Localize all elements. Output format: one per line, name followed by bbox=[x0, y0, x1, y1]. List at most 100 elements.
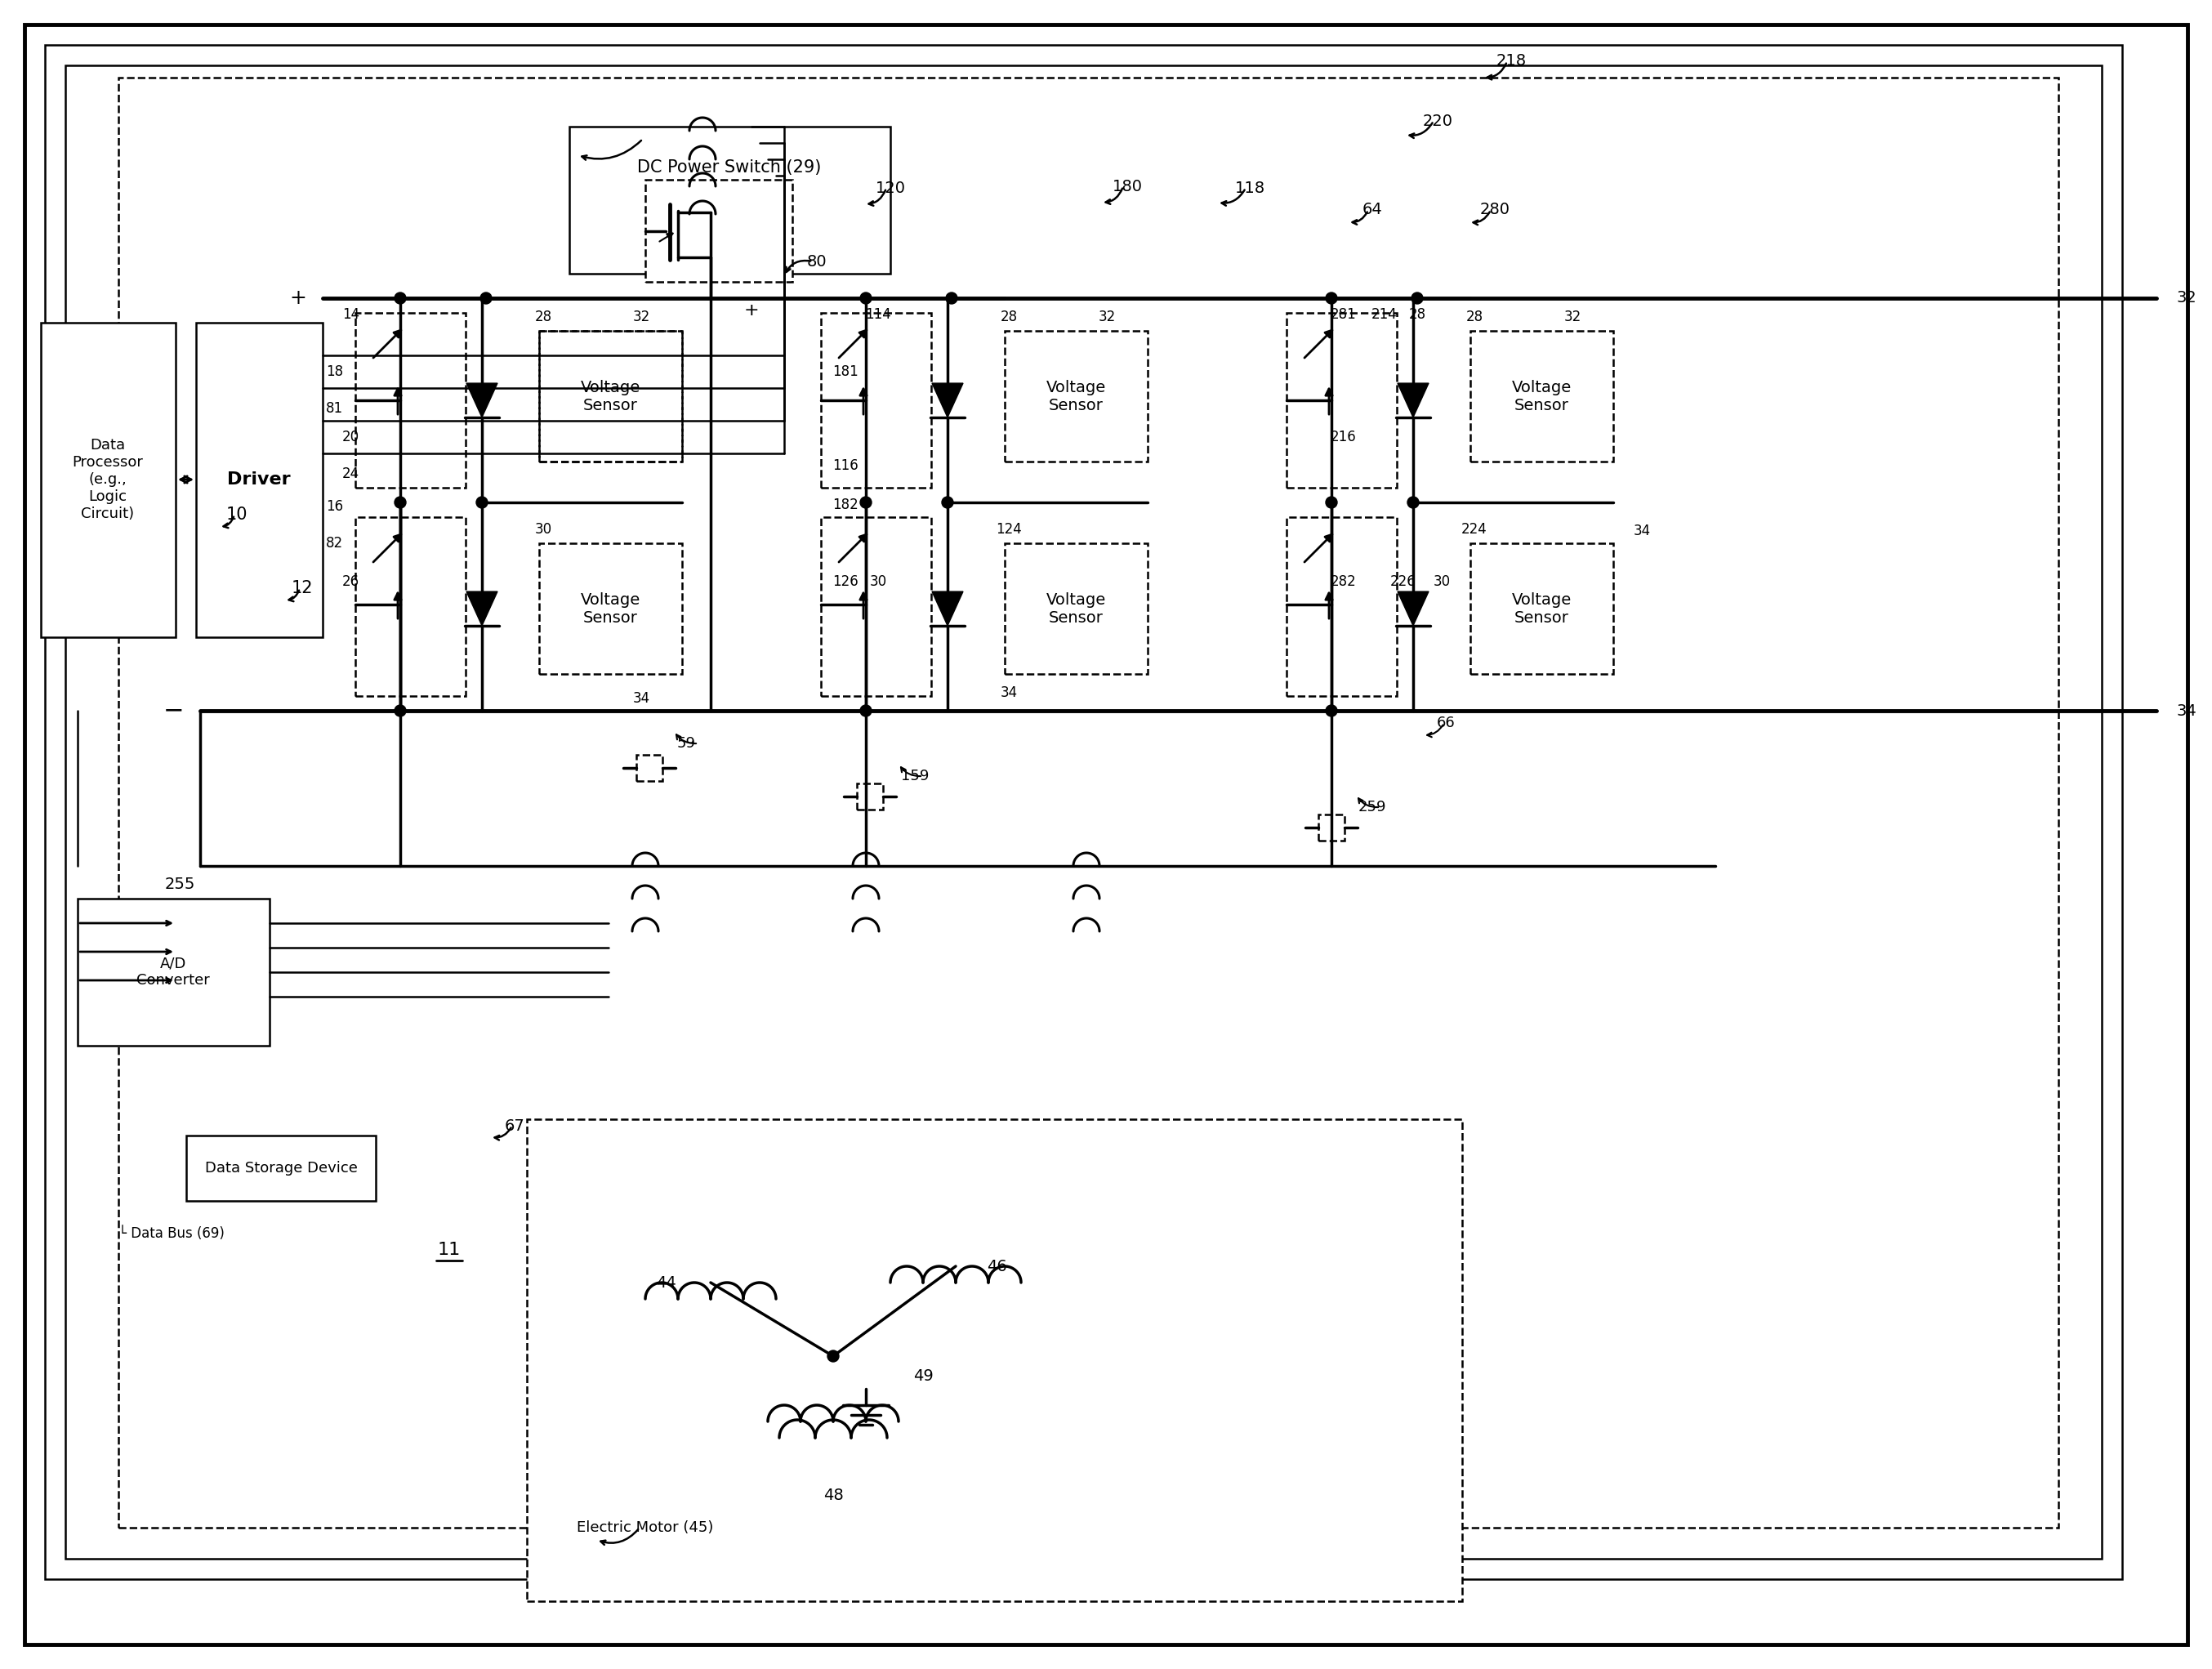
Circle shape bbox=[394, 497, 407, 507]
Text: 66: 66 bbox=[1436, 716, 1455, 731]
Circle shape bbox=[860, 704, 872, 716]
Polygon shape bbox=[467, 591, 498, 626]
Circle shape bbox=[1325, 497, 1338, 507]
Circle shape bbox=[1325, 292, 1338, 304]
Text: 182: 182 bbox=[832, 497, 858, 512]
Text: 226: 226 bbox=[1391, 574, 1416, 589]
Text: 280: 280 bbox=[1480, 202, 1511, 217]
Text: +: + bbox=[290, 289, 305, 309]
Bar bbox=[1287, 517, 1396, 696]
Text: 82: 82 bbox=[325, 536, 343, 551]
Bar bbox=[1287, 312, 1396, 487]
Text: 44: 44 bbox=[655, 1275, 677, 1290]
Text: Voltage
Sensor: Voltage Sensor bbox=[1511, 592, 1571, 626]
Bar bbox=[637, 754, 661, 781]
Text: Voltage
Sensor: Voltage Sensor bbox=[580, 592, 639, 626]
Text: Data Storage Device: Data Storage Device bbox=[206, 1162, 358, 1175]
Text: 48: 48 bbox=[823, 1487, 843, 1502]
Text: Driver: Driver bbox=[228, 471, 290, 487]
Text: 30: 30 bbox=[869, 574, 887, 589]
Text: 124: 124 bbox=[995, 522, 1022, 537]
Text: 34: 34 bbox=[2177, 703, 2197, 718]
Bar bbox=[66, 65, 2101, 1559]
Text: 218: 218 bbox=[1495, 53, 1526, 68]
Circle shape bbox=[394, 704, 407, 716]
Text: 34: 34 bbox=[1000, 686, 1018, 699]
Circle shape bbox=[1325, 704, 1338, 716]
Bar bbox=[356, 517, 465, 696]
Circle shape bbox=[947, 292, 958, 304]
Polygon shape bbox=[931, 384, 962, 417]
Text: DC Power Switch (29): DC Power Switch (29) bbox=[637, 159, 821, 175]
Text: 120: 120 bbox=[876, 180, 905, 195]
Text: 255: 255 bbox=[164, 876, 195, 891]
Text: 59: 59 bbox=[677, 736, 695, 751]
Bar bbox=[1004, 544, 1148, 674]
Text: 116: 116 bbox=[832, 459, 858, 472]
Text: 64: 64 bbox=[1363, 202, 1382, 217]
Text: −: − bbox=[164, 699, 184, 723]
Bar bbox=[540, 544, 681, 674]
Polygon shape bbox=[931, 591, 962, 626]
Text: Voltage
Sensor: Voltage Sensor bbox=[1046, 592, 1106, 626]
Text: 14: 14 bbox=[343, 307, 358, 322]
Text: 32: 32 bbox=[2177, 290, 2197, 305]
Text: └ Data Bus (69): └ Data Bus (69) bbox=[119, 1227, 226, 1242]
Text: 281: 281 bbox=[1332, 307, 1356, 322]
Text: A/D
Converter: A/D Converter bbox=[137, 956, 210, 988]
Circle shape bbox=[394, 292, 407, 304]
Text: 126: 126 bbox=[832, 574, 858, 589]
Text: 216: 216 bbox=[1332, 429, 1356, 444]
Text: 220: 220 bbox=[1422, 113, 1453, 129]
Text: 11: 11 bbox=[438, 1242, 460, 1258]
Text: 159: 159 bbox=[900, 769, 929, 783]
Text: 20: 20 bbox=[343, 429, 358, 444]
Text: Voltage
Sensor: Voltage Sensor bbox=[1046, 379, 1106, 412]
Text: +: + bbox=[743, 302, 759, 319]
Text: 10: 10 bbox=[226, 506, 248, 522]
Text: 16: 16 bbox=[325, 499, 343, 514]
Text: 32: 32 bbox=[1564, 310, 1582, 324]
Text: Voltage
Sensor: Voltage Sensor bbox=[1511, 379, 1571, 412]
Text: Electric Motor (45): Electric Motor (45) bbox=[577, 1520, 714, 1535]
Text: 114: 114 bbox=[865, 307, 891, 322]
Bar bbox=[821, 517, 931, 696]
Bar bbox=[1471, 544, 1613, 674]
Text: 28: 28 bbox=[1000, 310, 1018, 324]
Text: 34: 34 bbox=[633, 691, 650, 706]
Text: 30: 30 bbox=[535, 522, 551, 537]
Text: 259: 259 bbox=[1358, 799, 1387, 814]
Text: 214: 214 bbox=[1371, 307, 1398, 322]
Text: 181: 181 bbox=[832, 364, 858, 379]
Circle shape bbox=[480, 292, 491, 304]
Text: 28: 28 bbox=[1409, 307, 1427, 322]
Text: 46: 46 bbox=[987, 1258, 1006, 1273]
Bar bbox=[40, 322, 175, 638]
Polygon shape bbox=[1398, 384, 1429, 417]
Text: 282: 282 bbox=[1332, 574, 1356, 589]
Bar bbox=[821, 312, 931, 487]
Text: 81: 81 bbox=[325, 401, 343, 416]
Bar bbox=[186, 1135, 376, 1202]
Text: 67: 67 bbox=[504, 1118, 524, 1133]
Text: 24: 24 bbox=[343, 466, 358, 481]
Bar bbox=[119, 78, 2059, 1527]
Bar bbox=[1471, 330, 1613, 462]
Bar bbox=[646, 180, 792, 282]
Text: Data
Processor
(e.g.,
Logic
Circuit): Data Processor (e.g., Logic Circuit) bbox=[73, 439, 144, 521]
Text: 18: 18 bbox=[325, 364, 343, 379]
Text: 32: 32 bbox=[633, 310, 650, 324]
Text: 32: 32 bbox=[1097, 310, 1115, 324]
Bar bbox=[568, 127, 891, 274]
Bar bbox=[526, 1120, 1462, 1601]
Circle shape bbox=[476, 497, 487, 507]
Bar bbox=[1004, 330, 1148, 462]
Circle shape bbox=[1407, 497, 1418, 507]
Text: 224: 224 bbox=[1462, 522, 1486, 537]
Text: 26: 26 bbox=[343, 574, 358, 589]
Text: 80: 80 bbox=[807, 254, 827, 269]
Text: 118: 118 bbox=[1234, 180, 1265, 195]
Circle shape bbox=[1411, 292, 1422, 304]
Text: 34: 34 bbox=[1635, 524, 1650, 539]
Circle shape bbox=[942, 497, 953, 507]
